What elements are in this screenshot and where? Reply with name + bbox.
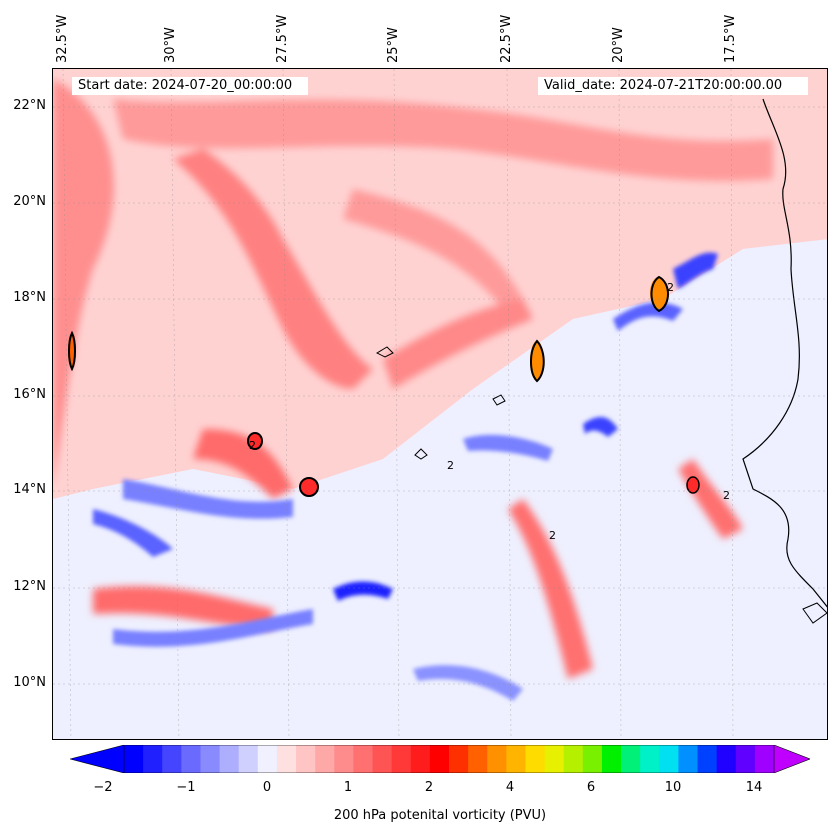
lon-label: 27.5°W <box>275 14 290 63</box>
lat-label: 10°N <box>13 675 46 690</box>
lon-label: 20°W <box>611 27 626 63</box>
island-outline <box>802 602 827 624</box>
lat-label: 22°N <box>13 98 46 113</box>
coastline <box>742 98 827 608</box>
pv-positive-bands <box>53 79 773 679</box>
colorbar-bin <box>143 745 163 773</box>
lat-label: 18°N <box>13 290 46 305</box>
colorbar-bin <box>257 745 278 773</box>
island-outline <box>492 394 506 406</box>
colorbar-bin <box>754 745 775 773</box>
contour-label: 2 <box>667 281 674 294</box>
colorbar-tick: −1 <box>176 780 196 795</box>
colorbar-swatches <box>68 744 811 774</box>
colorbar-bin <box>334 745 354 773</box>
colorbar-bin <box>506 745 526 773</box>
lon-label: 25°W <box>386 27 401 63</box>
pv-high-features <box>68 275 700 497</box>
colorbar-tick: 1 <box>343 780 353 795</box>
lat-label: 12°N <box>13 579 46 594</box>
colorbar-bin <box>621 745 641 773</box>
island-outline <box>375 346 394 358</box>
lon-label: 30°W <box>163 27 178 63</box>
colorbar-tick: 2 <box>424 780 434 795</box>
colorbar-bin <box>276 745 297 773</box>
colorbar-bin <box>162 745 182 773</box>
colorbar-label: 200 hPa potenital vorticity (PVU) <box>333 808 547 823</box>
colorbar-tick: 14 <box>745 780 763 795</box>
colorbar-bin <box>525 745 546 773</box>
colorbar-bin <box>697 745 718 773</box>
lon-label: 22.5°W <box>499 14 514 63</box>
colorbar-bin <box>181 745 201 773</box>
colorbar-bin <box>449 745 469 773</box>
colorbar-bin <box>468 745 488 773</box>
pv-field: 2 2 2 2 2 <box>53 69 827 739</box>
colorbar-bin <box>601 745 622 773</box>
colorbar-tick: 0 <box>262 780 272 795</box>
pv-negative-bands <box>93 252 718 701</box>
colorbar-bin <box>544 745 565 773</box>
contour-label: 2 <box>447 459 454 472</box>
map-panel[interactable]: 2 2 2 2 2 <box>52 68 828 740</box>
graticule <box>53 69 827 739</box>
lat-label: 14°N <box>13 482 46 497</box>
contour-label: 2 <box>249 439 256 452</box>
start-date-label: Start date: 2024-07-20_00:00:00 <box>72 77 308 95</box>
colorbar-bin <box>563 745 584 773</box>
lat-label: 20°N <box>13 194 46 209</box>
colorbar-tick: 6 <box>586 780 596 795</box>
contour-label: 2 <box>549 529 556 542</box>
colorbar-bin <box>353 745 374 773</box>
colorbar-under-arrow <box>68 744 125 774</box>
colorbar-bin <box>487 745 507 773</box>
colorbar-tick: 4 <box>505 780 515 795</box>
colorbar-bin <box>582 745 603 773</box>
colorbar-bin <box>200 745 221 773</box>
colorbar-bin <box>659 745 679 773</box>
island-outline <box>414 448 428 460</box>
colorbar-bin <box>124 745 144 773</box>
colorbar-bin <box>372 745 393 773</box>
colorbar-bin <box>429 745 450 773</box>
valid-date-label: Valid_date: 2024-07-21T20:00:00.00 <box>538 77 808 95</box>
colorbar-bin <box>219 745 240 773</box>
colorbar-tick: 10 <box>664 780 682 795</box>
lat-label: 16°N <box>13 387 46 402</box>
colorbar-tick: −2 <box>93 780 113 795</box>
colorbar-bin <box>315 745 335 773</box>
pv-positive-light-region <box>53 69 827 499</box>
contour-label: 2 <box>723 489 730 502</box>
colorbar-bin <box>678 745 699 773</box>
colorbar-bin <box>410 745 431 773</box>
colorbar-bin <box>296 745 316 773</box>
colorbar-bin <box>391 745 412 773</box>
colorbar-bin <box>735 745 756 773</box>
colorbar-over-arrow <box>773 744 811 774</box>
lon-label: 32.5°W <box>55 14 70 63</box>
colorbar-bin <box>640 745 660 773</box>
colorbar <box>68 744 811 774</box>
colorbar-bin <box>716 745 737 773</box>
colorbar-bin <box>238 745 259 773</box>
lon-label: 17.5°W <box>723 14 738 63</box>
